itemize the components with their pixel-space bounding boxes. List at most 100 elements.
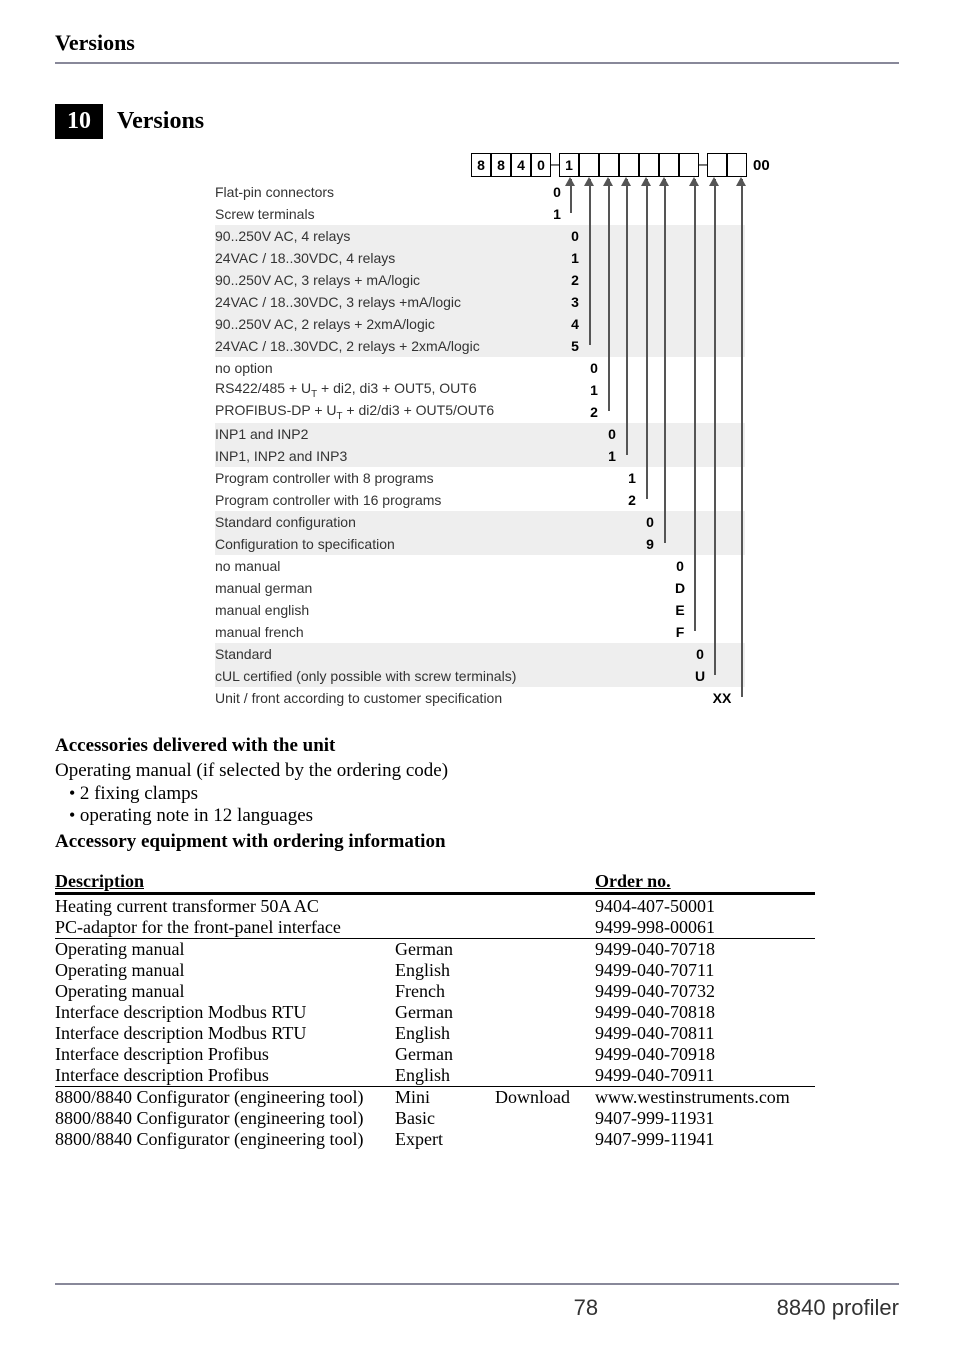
option-code: 0: [564, 228, 586, 244]
page-number: 78: [574, 1295, 598, 1321]
slot-box: [579, 153, 599, 177]
option-label: Configuration to specification: [215, 536, 639, 552]
table-cell: [395, 896, 495, 917]
suffix: 00: [753, 153, 770, 177]
option-label: manual german: [215, 580, 669, 596]
doc-title: 8840 profiler: [777, 1295, 899, 1321]
table-cell: [495, 1065, 595, 1086]
table-cell: German: [395, 1002, 495, 1023]
option-group: no manual0manual germanDmanual englishE m…: [215, 555, 691, 643]
table-row: 8800/8840 Configurator (engineering tool…: [55, 1087, 815, 1108]
table-cell: 9499-040-70718: [595, 939, 815, 960]
table-cell: Interface description Profibus: [55, 1065, 395, 1086]
table-row: Operating manualEnglish9499-040-70711: [55, 960, 815, 981]
table-cell: English: [395, 1065, 495, 1086]
option-row: 90..250V AC, 4 relays0: [215, 225, 586, 247]
option-row: no option0: [215, 357, 605, 379]
option-group: Flat-pin connectors0Screw terminals1: [215, 181, 568, 225]
table-cell: French: [395, 981, 495, 1002]
option-code: 0: [689, 646, 711, 662]
option-code: 0: [669, 558, 691, 574]
prefix-cell: 0: [531, 153, 551, 177]
option-code: 1: [564, 250, 586, 266]
prefix-cell: 8: [491, 153, 511, 177]
option-label: INP1 and INP2: [215, 426, 601, 442]
option-group: Standard configuration0Configuration to …: [215, 511, 661, 555]
table-cell: 9499-998-00061: [595, 917, 815, 938]
table-cell: 9499-040-70811: [595, 1023, 815, 1044]
table-row: Interface description Modbus RTUGerman94…: [55, 1002, 815, 1023]
bottom-section: Accessories delivered with the unit Oper…: [55, 735, 899, 1150]
option-code: 0: [583, 360, 605, 376]
option-code: 2: [564, 272, 586, 288]
option-row: Standard0: [215, 643, 711, 665]
option-label: 90..250V AC, 3 relays + mA/logic: [215, 272, 564, 288]
option-row: no manual0: [215, 555, 691, 577]
table-cell: 9404-407-50001: [595, 896, 815, 917]
option-code: U: [689, 668, 711, 684]
option-row: Standard configuration0: [215, 511, 661, 533]
option-code: 0: [639, 514, 661, 530]
table-cell: [495, 896, 595, 917]
option-label: 24VAC / 18..30VDC, 3 relays +mA/logic: [215, 294, 564, 310]
option-row: Program controller with 8 programs1: [215, 467, 643, 489]
table-cell: German: [395, 1044, 495, 1065]
option-row: 24VAC / 18..30VDC, 3 relays +mA/logic3: [215, 291, 586, 313]
option-code: E: [669, 602, 691, 618]
table-row: 8800/8840 Configurator (engineering tool…: [55, 1129, 815, 1150]
table-cell: Mini: [395, 1087, 495, 1108]
prefix-cell: 8: [471, 153, 491, 177]
option-label: Program controller with 8 programs: [215, 470, 621, 486]
slot-box: [707, 153, 727, 177]
option-group: INP1 and INP20INP1, INP2 and INP31: [215, 423, 623, 467]
option-label: 90..250V AC, 2 relays + 2xmA/logic: [215, 316, 564, 332]
slot-box: [679, 153, 699, 177]
option-row: 90..250V AC, 2 relays + 2xmA/logic4: [215, 313, 586, 335]
table-cell: 9499-040-70911: [595, 1065, 815, 1086]
option-row: cUL certified (only possible with screw …: [215, 665, 711, 687]
table-cell: Operating manual: [55, 960, 395, 981]
option-group: no option0RS422/485 + UT + di2, di3 + OU…: [215, 357, 605, 423]
option-label: INP1, INP2 and INP3: [215, 448, 601, 464]
option-row: manual germanD: [215, 577, 691, 599]
option-row: manual englishE: [215, 599, 691, 621]
table-head: Description Order no.: [55, 871, 815, 895]
option-row: INP1 and INP20: [215, 423, 623, 445]
prefix-fixed: 1: [559, 153, 579, 177]
table-cell: PC-adaptor for the front-panel interface: [55, 917, 395, 938]
table-cell: Heating current transformer 50A AC: [55, 896, 395, 917]
accessories-bullets: 2 fixing clampsoperating note in 12 lang…: [69, 783, 899, 827]
option-label: Standard configuration: [215, 514, 639, 530]
option-group: Standard0 cUL certified (only possible wi…: [215, 643, 711, 687]
table-row: Interface description ProfibusEnglish 949…: [55, 1065, 815, 1087]
accessories-table: Description Order no. Heating current tr…: [55, 871, 815, 1150]
table-cell: Basic: [395, 1108, 495, 1129]
table-row: Heating current transformer 50A AC 9404-4…: [55, 896, 815, 917]
table-row: PC-adaptor for the front-panel interface…: [55, 917, 815, 939]
ordering-diagram: 8840–1–00 Flat-pin connectors0Screw term…: [215, 153, 855, 721]
table-cell: www.westinstruments.com: [595, 1087, 815, 1108]
table-row: Operating manualFrench9499-040-70732: [55, 981, 815, 1002]
slot-box: [727, 153, 747, 177]
slot-box: [599, 153, 619, 177]
option-label: manual french: [215, 624, 669, 640]
prefix-boxes: 8840–1–00: [471, 153, 770, 177]
footer-rule: [55, 1283, 899, 1285]
option-label: 24VAC / 18..30VDC, 4 relays: [215, 250, 564, 266]
table-cell: 9499-040-70732: [595, 981, 815, 1002]
table-cell: [495, 917, 595, 938]
option-label: cUL certified (only possible with screw …: [215, 668, 689, 684]
table-cell: [495, 1108, 595, 1129]
prefix-cell: 4: [511, 153, 531, 177]
option-row: RS422/485 + UT + di2, di3 + OUT5, OUT61: [215, 379, 605, 401]
option-code: 3: [564, 294, 586, 310]
slot-box: [659, 153, 679, 177]
table-cell: German: [395, 939, 495, 960]
table-cell: [495, 1023, 595, 1044]
accessories-intro: Operating manual (if selected by the ord…: [55, 759, 899, 783]
table-cell: [495, 981, 595, 1002]
table-cell: Interface description Profibus: [55, 1044, 395, 1065]
option-row: Configuration to specification9: [215, 533, 661, 555]
section-number: 10: [55, 104, 103, 139]
bullet-item: 2 fixing clamps: [69, 783, 899, 805]
